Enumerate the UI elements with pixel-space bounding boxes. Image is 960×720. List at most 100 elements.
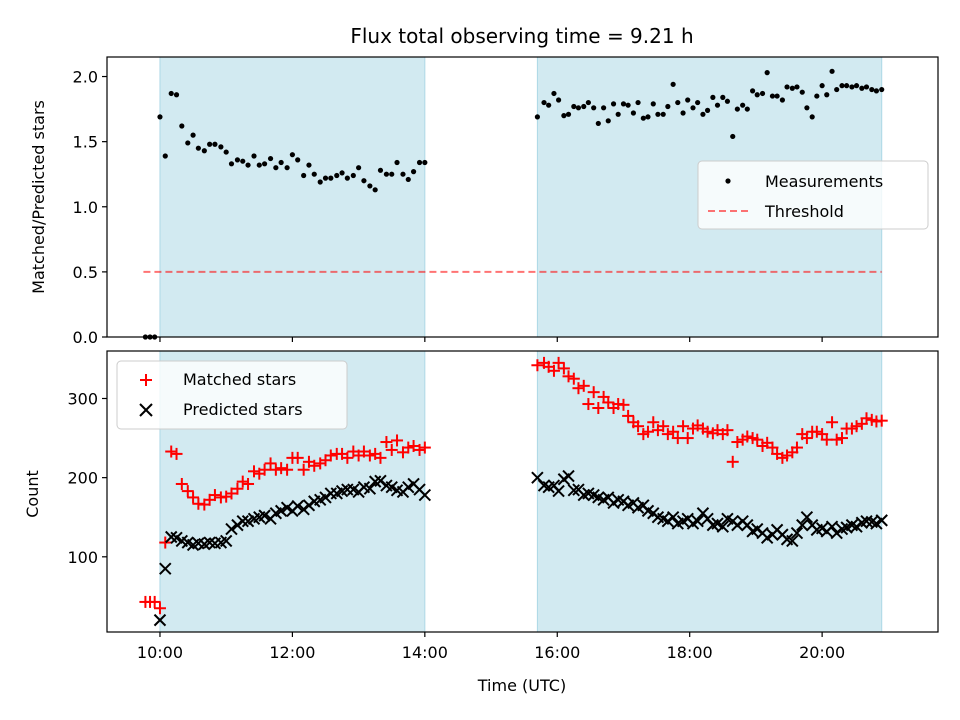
measurement-point	[829, 68, 835, 74]
measurement-point	[650, 101, 656, 107]
predicted-point	[236, 514, 249, 528]
bottom-panel: 100 200 300 10:00 12:00 14:00 16:00 18:00 20:00…	[23, 350, 939, 695]
predicted-point	[796, 518, 809, 532]
measurement-point	[769, 93, 776, 99]
measurement-point	[784, 84, 790, 90]
predicted-point	[875, 514, 888, 527]
matched-point	[622, 409, 635, 422]
measurement-point	[690, 105, 696, 111]
measurement-point	[665, 103, 671, 110]
matched-point	[374, 451, 387, 464]
measurement-point	[595, 120, 601, 127]
matched-point	[291, 451, 304, 464]
measurement-point	[405, 176, 411, 183]
measurement-point	[534, 114, 540, 120]
measurement-point	[849, 84, 855, 90]
measurement-point	[744, 106, 750, 112]
predicted-point	[418, 488, 432, 502]
matched-point	[790, 441, 803, 454]
matched-point	[860, 412, 873, 425]
matched-point	[413, 443, 426, 456]
matched-point	[766, 441, 779, 454]
matched-point	[557, 362, 570, 375]
measurement-point	[273, 165, 279, 171]
top-legend: Measurements Threshold	[697, 160, 929, 230]
measurement-point	[551, 90, 557, 97]
predicted-point	[219, 534, 233, 548]
matched-point	[297, 463, 310, 476]
measurement-point	[640, 115, 646, 121]
measurement-point	[162, 153, 168, 159]
bottom-plot-frame	[106, 350, 939, 633]
matched-point	[826, 416, 839, 429]
matched-point	[308, 459, 321, 472]
matched-point	[208, 489, 221, 502]
measurement-point	[317, 179, 323, 185]
predicted-point	[225, 522, 238, 536]
matched-point	[572, 382, 585, 395]
measurement-point	[710, 94, 716, 100]
measurement-point	[185, 140, 191, 146]
top-y-axis-label: Matched/Predicted stars	[29, 100, 48, 294]
matched-point	[567, 372, 580, 385]
matched-point	[875, 414, 888, 427]
predicted-point	[291, 499, 304, 513]
measurement-point	[201, 148, 207, 154]
matched-point	[247, 465, 260, 478]
measurement-point	[261, 161, 268, 167]
matched-point	[562, 370, 575, 383]
bottom-x-axis: 10:00 12:00 14:00 16:00 18:00 20:00	[137, 632, 845, 662]
matched-point	[850, 420, 863, 433]
measurement-point	[734, 106, 740, 112]
shaded-interval	[159, 56, 426, 338]
measurement-point	[879, 86, 885, 93]
measurement-point	[581, 103, 587, 110]
matched-point	[632, 420, 645, 433]
top-plot-frame	[106, 56, 939, 338]
measurement-point	[720, 94, 726, 100]
measurement-point	[157, 114, 163, 120]
measurement-point	[256, 162, 262, 168]
measurement-point	[724, 98, 731, 104]
matched-point	[657, 420, 670, 433]
measurement-point	[223, 149, 229, 155]
measurement-point	[779, 97, 785, 103]
matched-point	[258, 463, 271, 476]
matched-point	[751, 433, 764, 446]
top-y-axis: 0.0 0.5 1.0 1.5 2.0	[73, 68, 107, 347]
matched-point	[810, 425, 823, 438]
matched-point	[231, 482, 244, 495]
measurement-point	[685, 97, 691, 103]
matched-point	[275, 462, 288, 475]
matched-point	[641, 425, 654, 438]
matched-point	[677, 420, 690, 433]
predicted-legend-marker	[139, 403, 153, 417]
matched-point	[236, 475, 249, 488]
measurement-point	[410, 169, 417, 175]
matched-point	[159, 536, 172, 549]
measurement-point	[422, 159, 428, 166]
measurement-point	[863, 84, 870, 90]
measurement-point	[675, 99, 681, 106]
predicted-point	[825, 520, 839, 533]
counts-layer	[139, 356, 888, 627]
matched-point	[647, 416, 660, 429]
predicted-point	[691, 514, 704, 528]
predicted-point	[666, 511, 680, 524]
measurement-point	[601, 105, 607, 111]
measurement-point	[824, 92, 830, 98]
measurement-point	[819, 83, 825, 89]
legend-measurements-label: Measurements	[765, 172, 883, 191]
y-tick-label: 200	[67, 469, 98, 488]
measurement-point	[844, 83, 850, 89]
matched-point	[617, 398, 630, 411]
measurement-point	[645, 114, 651, 120]
measurement-point	[754, 92, 760, 98]
x-tick-label: 16:00	[534, 643, 580, 662]
matched-point	[547, 364, 560, 377]
predicted-point	[800, 511, 814, 524]
predicted-point	[562, 469, 575, 483]
measurement-point	[561, 113, 567, 119]
measurement-point	[218, 144, 224, 150]
measurement-point	[295, 157, 301, 163]
